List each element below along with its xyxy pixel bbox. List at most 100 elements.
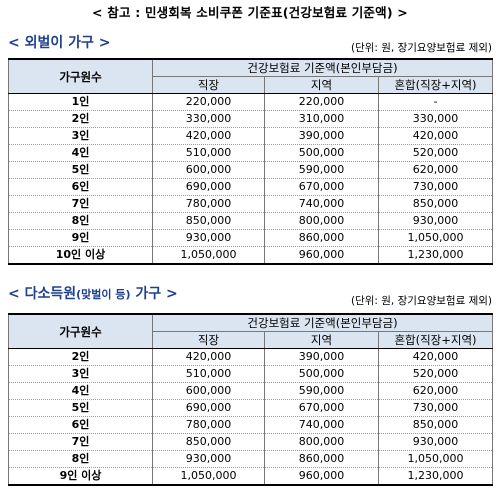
mixed-value-cell: 930,000 <box>378 212 493 230</box>
household-size-cell: 3인 <box>8 127 153 145</box>
mixed-value-cell: 850,000 <box>378 416 493 434</box>
table-row: 5인 600,000 590,000 620,000 <box>8 161 493 179</box>
household-size-cell: 2인 <box>8 348 153 366</box>
household-size-cell: 2인 <box>8 110 153 128</box>
table-row: 10인 이상 1,050,000 960,000 1,230,000 <box>8 246 493 265</box>
table-row: 7인 780,000 740,000 850,000 <box>8 195 493 213</box>
workplace-value-cell: 690,000 <box>152 399 265 417</box>
mixed-value-cell: 730,000 <box>378 399 493 417</box>
regional-value-cell: 800,000 <box>264 433 379 451</box>
household-size-cell: 1인 <box>8 93 153 111</box>
table-row: 2인 420,000 390,000 420,000 <box>8 348 493 366</box>
household-size-cell: 3인 <box>8 365 153 383</box>
mixed-value-cell: 1,050,000 <box>378 450 493 468</box>
workplace-value-cell: 330,000 <box>152 110 265 128</box>
mixed-value-cell: 620,000 <box>378 161 493 179</box>
regional-value-cell: 310,000 <box>264 110 379 128</box>
mixed-value-cell: 850,000 <box>378 195 493 213</box>
workplace-value-cell: 780,000 <box>152 195 265 213</box>
table-row: 5인 690,000 670,000 730,000 <box>8 399 493 417</box>
workplace-value-cell: 600,000 <box>152 382 265 400</box>
regional-value-cell: 670,000 <box>264 399 379 417</box>
household-size-cell: 5인 <box>8 161 153 179</box>
household-size-cell: 7인 <box>8 195 153 213</box>
regional-value-cell: 670,000 <box>264 178 379 196</box>
single-earner-section-title: < 외벌이 가구 > <box>8 35 111 51</box>
table-row: 7인 850,000 800,000 930,000 <box>8 433 493 451</box>
workplace-value-cell: 420,000 <box>152 348 265 366</box>
workplace-value-cell: 600,000 <box>152 161 265 179</box>
col-mixed: 혼합(직장+지역) <box>378 331 493 349</box>
workplace-value-cell: 690,000 <box>152 178 265 196</box>
mixed-value-cell: 1,050,000 <box>378 229 493 247</box>
household-size-cell: 7인 <box>8 433 153 451</box>
table-row: 9인 930,000 860,000 1,050,000 <box>8 229 493 247</box>
household-size-cell: 8인 <box>8 212 153 230</box>
household-size-cell: 8인 <box>8 450 153 468</box>
multi-earner-unit-note: (단위: 원, 장기요양보험료 제외) <box>350 295 492 307</box>
regional-value-cell: 500,000 <box>264 144 379 162</box>
regional-value-cell: 960,000 <box>264 246 379 265</box>
workplace-value-cell: 1,050,000 <box>152 246 265 265</box>
workplace-value-cell: 930,000 <box>152 450 265 468</box>
workplace-value-cell: 510,000 <box>152 144 265 162</box>
col-regional: 지역 <box>264 76 379 94</box>
mixed-value-cell: 730,000 <box>378 178 493 196</box>
regional-value-cell: 740,000 <box>264 195 379 213</box>
regional-value-cell: 590,000 <box>264 382 379 400</box>
col-regional: 지역 <box>264 331 379 349</box>
table-row: 8인 930,000 860,000 1,050,000 <box>8 450 493 468</box>
table-row: 2인 330,000 310,000 330,000 <box>8 110 493 128</box>
regional-value-cell: 740,000 <box>264 416 379 434</box>
household-size-cell: 6인 <box>8 416 153 434</box>
table-row: 3인 510,000 500,000 520,000 <box>8 365 493 383</box>
table-row: 3인 420,000 390,000 420,000 <box>8 127 493 145</box>
col-workplace: 직장 <box>152 76 265 94</box>
regional-value-cell: 220,000 <box>264 93 379 111</box>
page-title: < 참고 : 민생회복 소비쿠폰 기준표(건강보험료 기준액) > <box>92 5 408 20</box>
multi-title-small: (맞벌이 등) <box>76 288 131 301</box>
household-size-cell: 4인 <box>8 382 153 400</box>
table-row: 9인 이상 1,050,000 960,000 1,230,000 <box>8 467 493 486</box>
regional-value-cell: 960,000 <box>264 467 379 486</box>
col-mixed: 혼합(직장+지역) <box>378 76 493 94</box>
table-row: 8인 850,000 800,000 930,000 <box>8 212 493 230</box>
col-group-header: 건강보험료 기준액(본인부담금) <box>152 313 493 332</box>
mixed-value-cell: 520,000 <box>378 365 493 383</box>
regional-value-cell: 800,000 <box>264 212 379 230</box>
multi-earner-table: 가구원수 건강보험료 기준액(본인부담금) 직장 지역 혼합(직장+지역) 2인… <box>8 313 493 486</box>
multi-title-main: < 다소득원 <box>8 286 77 302</box>
workplace-value-cell: 930,000 <box>152 229 265 247</box>
workplace-value-cell: 850,000 <box>152 212 265 230</box>
mixed-value-cell: 420,000 <box>378 127 493 145</box>
household-size-cell: 6인 <box>8 178 153 196</box>
multi-earner-section-title: < 다소득원(맞벌이 등) 가구 > <box>8 283 178 303</box>
household-size-cell: 9인 이상 <box>8 467 153 486</box>
table-row: 1인 220,000 220,000- <box>8 93 493 111</box>
regional-value-cell: 390,000 <box>264 348 379 366</box>
single-earner-unit-note: (단위: 원, 장기요양보험료 제외) <box>350 42 492 54</box>
table-row: 4인 600,000 590,000 620,000 <box>8 382 493 400</box>
mixed-value-cell: 930,000 <box>378 433 493 451</box>
mixed-value-cell: 330,000 <box>378 110 493 128</box>
regional-value-cell: 860,000 <box>264 229 379 247</box>
regional-value-cell: 860,000 <box>264 450 379 468</box>
workplace-value-cell: 1,050,000 <box>152 467 265 486</box>
workplace-value-cell: 780,000 <box>152 416 265 434</box>
col-household-size: 가구원수 <box>8 313 153 349</box>
table-row: 4인 510,000 500,000 520,000 <box>8 144 493 162</box>
multi-title-end: 가구 > <box>135 286 178 302</box>
table-row: 6인 690,000 670,000 730,000 <box>8 178 493 196</box>
workplace-value-cell: 510,000 <box>152 365 265 383</box>
household-size-cell: 4인 <box>8 144 153 162</box>
workplace-value-cell: 220,000 <box>152 93 265 111</box>
mixed-value-cell: - <box>378 93 493 111</box>
mixed-value-cell: 620,000 <box>378 382 493 400</box>
col-group-header: 건강보험료 기준액(본인부담금) <box>152 58 493 77</box>
household-size-cell: 10인 이상 <box>8 246 153 265</box>
regional-value-cell: 390,000 <box>264 127 379 145</box>
mixed-value-cell: 1,230,000 <box>378 467 493 486</box>
mixed-value-cell: 1,230,000 <box>378 246 493 265</box>
household-size-cell: 5인 <box>8 399 153 417</box>
regional-value-cell: 590,000 <box>264 161 379 179</box>
